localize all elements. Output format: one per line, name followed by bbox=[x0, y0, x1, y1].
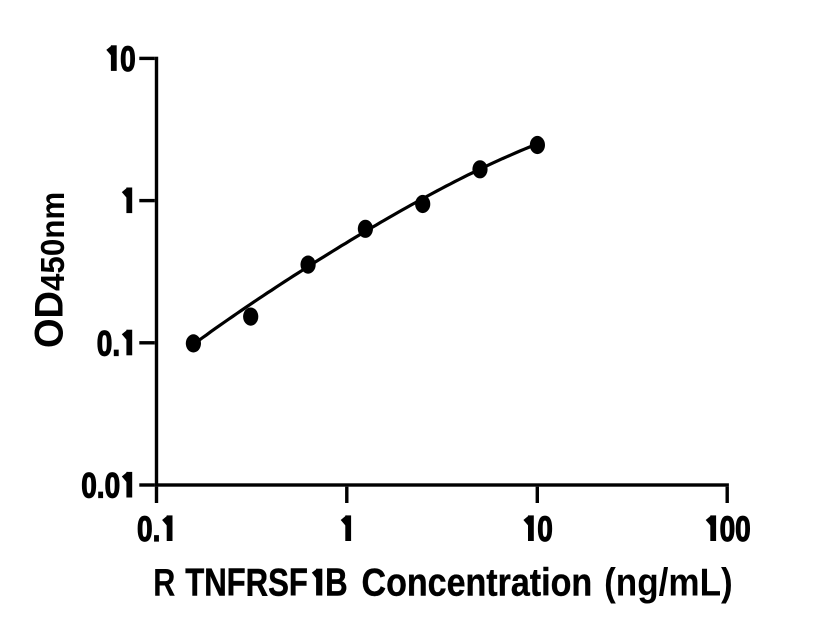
svg-text:0: 0 bbox=[522, 509, 553, 549]
svg-text:0: 0 bbox=[105, 39, 136, 79]
svg-text:(ng/mL): (ng/mL) bbox=[604, 560, 733, 604]
svg-text:R: R bbox=[153, 561, 175, 604]
svg-text:OD450nm: OD450nm bbox=[27, 192, 71, 348]
svg-text:Concentration: Concentration bbox=[362, 560, 593, 604]
svg-text:TNFRSF B: TNFRSF B bbox=[185, 561, 347, 604]
